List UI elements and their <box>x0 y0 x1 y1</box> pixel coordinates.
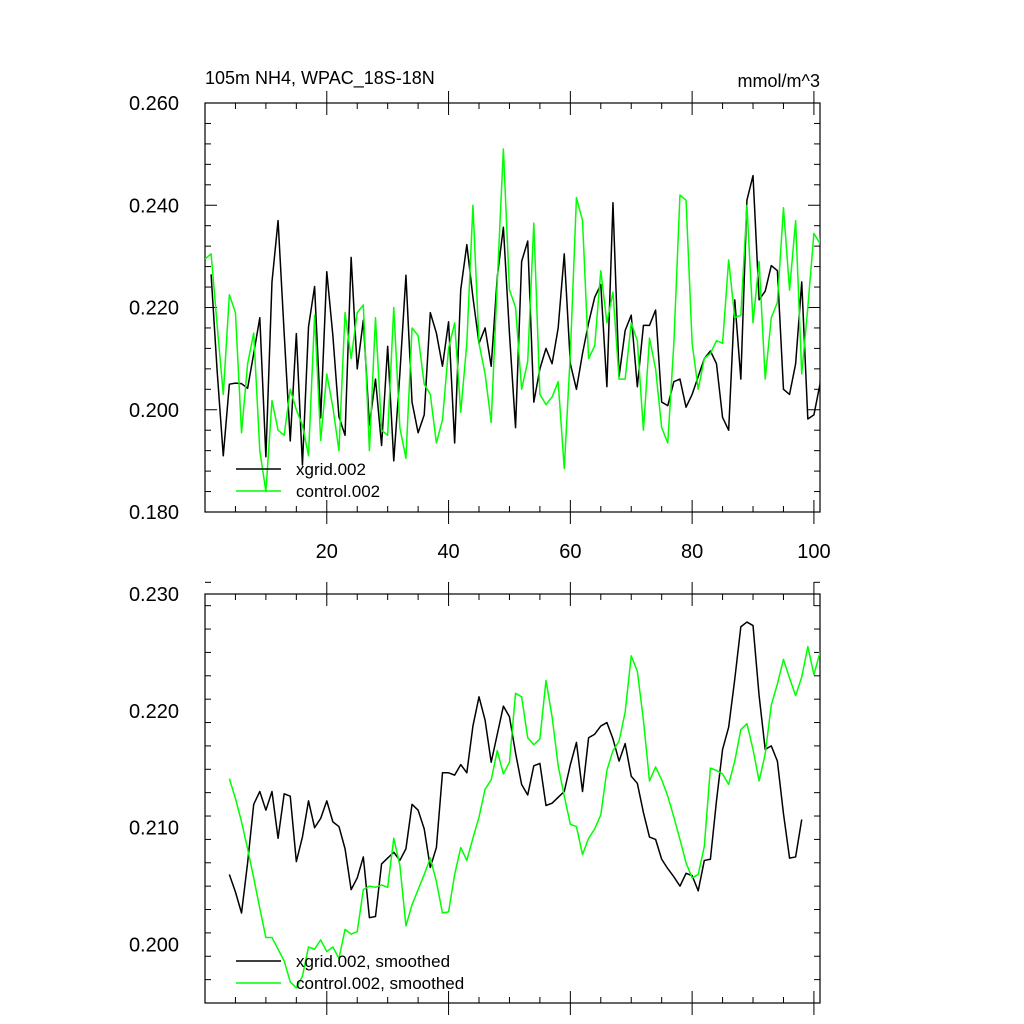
y-tick-label: 0.220 <box>129 298 179 320</box>
y-tick-label: 0.200 <box>129 935 179 957</box>
x-tick-label: 20 <box>316 541 338 563</box>
y-tick-label: 0.180 <box>129 502 179 524</box>
y-tick-label: 0.200 <box>129 400 179 422</box>
legend-top: xgrid.002 control.002 <box>236 460 380 501</box>
top-panel: 105m NH4, WPAC_18S-18N mmol/m^3 0.180 0.2… <box>129 68 831 563</box>
legend-label-control-smoothed: control.002, smoothed <box>296 974 464 993</box>
axis-ticks-bottom: 0.200 0.210 0.220 0.230 <box>129 581 820 1015</box>
units-label: mmol/m^3 <box>738 71 820 91</box>
legend-bottom: xgrid.002, smoothed control.002, smoothe… <box>236 952 464 993</box>
bottom-panel: 0.200 0.210 0.220 0.230 xgrid.002, smoothed… <box>129 581 821 1015</box>
legend-label-xgrid: xgrid.002 <box>296 460 366 479</box>
top-series-control <box>205 148 820 493</box>
series-group-top <box>205 148 820 493</box>
legend-label-xgrid-smoothed: xgrid.002, smoothed <box>296 952 450 971</box>
series-group-bottom <box>228 621 820 989</box>
axis-ticks-top: 0.180 0.200 0.220 0.240 0.260 20 40 60 80 100 <box>129 91 831 563</box>
chart-title: 105m NH4, WPAC_18S-18N <box>205 68 435 89</box>
x-tick-label: 100 <box>797 541 830 563</box>
x-tick-label: 40 <box>437 541 459 563</box>
plot-frame-bottom <box>204 593 821 1004</box>
bottom-series-control <box>228 645 820 989</box>
y-tick-label: 0.240 <box>129 195 179 217</box>
bottom-series-xgrid <box>228 621 803 919</box>
y-tick-label: 0.220 <box>129 701 179 723</box>
y-tick-label: 0.230 <box>129 584 179 606</box>
y-tick-label: 0.260 <box>129 93 179 115</box>
legend-label-control: control.002 <box>296 482 380 501</box>
x-tick-label: 80 <box>681 541 703 563</box>
x-tick-label: 60 <box>559 541 581 563</box>
y-tick-label: 0.210 <box>129 818 179 840</box>
